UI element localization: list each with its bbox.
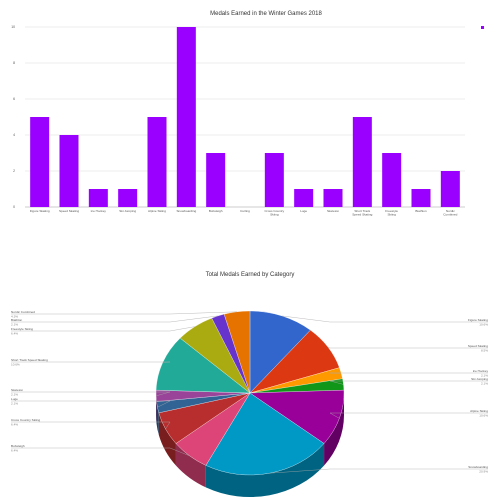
leader-line — [329, 380, 488, 385]
x-tick-label: Bobsleigh — [209, 209, 223, 213]
pie-slice-label: Figure Skating — [468, 318, 488, 322]
pie-slice-label: Speed Skating — [468, 344, 488, 348]
x-tick-label: Alpine Skiing — [148, 209, 166, 213]
pie-chart-title: Total Medals Earned by Category — [206, 272, 295, 278]
x-tick-label: Luge — [300, 209, 307, 213]
pie-slice-percent: 2.1% — [11, 392, 18, 396]
bar — [294, 189, 314, 207]
bar — [352, 117, 372, 207]
x-tick-label: Skiing — [270, 213, 279, 217]
x-tick-label: Curling — [240, 209, 250, 213]
pie-slice-percent: 4.3% — [11, 314, 18, 318]
pie-slice-label: Alpine Skiing — [470, 409, 488, 413]
x-axis-labels: Figure Skating Speed Skating Ice Hockey Ski… — [30, 209, 458, 217]
pie-slice-label: Bobsleigh — [11, 444, 25, 448]
bar — [118, 189, 138, 207]
pie-slice-side — [205, 443, 325, 497]
y-axis-ticks: 0 2 4 6 8 10 — [11, 25, 15, 209]
leader-line — [11, 315, 218, 323]
leader-line — [11, 311, 237, 315]
pie-slice-percent: 10.6% — [479, 413, 488, 417]
pie-slice — [249, 310, 311, 394]
pie-slice-percent: 2.1% — [11, 401, 18, 405]
bar — [264, 153, 284, 207]
bar — [411, 189, 431, 207]
y-tick-label: 4 — [13, 133, 15, 137]
x-tick-label: Snowboarding — [176, 209, 196, 213]
pie-depth — [156, 393, 344, 497]
bar — [176, 27, 196, 207]
bar — [382, 153, 402, 207]
pie-slice-label: Luge — [11, 397, 18, 401]
pie-slice-label: Snowboarding — [468, 465, 488, 469]
pie-slice-percent: 20.9% — [479, 469, 488, 473]
leader-line — [327, 346, 488, 349]
pie-slice-percent: 6.4% — [11, 448, 18, 452]
bars — [30, 27, 460, 207]
bar — [440, 171, 460, 207]
x-tick-label: Speed Skating — [59, 209, 79, 213]
y-tick-label: 0 — [13, 205, 15, 209]
pie-slice-percent: 8.5% — [481, 348, 488, 352]
x-tick-label: Freestyle — [385, 209, 398, 213]
bar — [59, 135, 79, 207]
pie-slice-label: Freestyle Skiing — [11, 327, 33, 331]
y-tick-label: 6 — [13, 97, 15, 101]
pie-slice-percent: 6.4% — [11, 331, 18, 335]
pie-slice-label: Skeleton — [11, 388, 23, 392]
x-tick-label: Skeleton — [327, 209, 339, 213]
pie-slice-side — [158, 412, 176, 466]
x-tick-label: Ski Jumping — [119, 209, 136, 213]
pie-slice-side — [156, 401, 159, 435]
pie-slice-side — [175, 443, 206, 488]
pie-slice-percent: 10.6% — [479, 322, 488, 326]
pie-slice-label: Ice Hockey — [473, 369, 489, 373]
x-tick-label: Skiing — [387, 213, 396, 217]
x-tick-label: Combined — [443, 213, 457, 217]
pie-slice-label: Short Track Speed Skating — [11, 358, 48, 362]
x-tick-label: Ice Hockey — [91, 209, 107, 213]
x-tick-label: Short Track — [354, 209, 370, 213]
pie-slice-label: Cross Country Skiing — [11, 418, 40, 422]
leader-line — [11, 400, 171, 408]
leader-line — [329, 412, 488, 419]
pie-slice-percent: 2.1% — [481, 373, 488, 377]
pie-slice-percent: 2.1% — [11, 322, 18, 326]
pie-slice-label: Biathlon — [11, 318, 22, 322]
leader-line — [269, 468, 488, 474]
leader-line — [11, 326, 195, 332]
pie-slice — [205, 392, 325, 476]
leader-line — [11, 421, 171, 430]
leader-line — [11, 447, 190, 457]
pie-slices — [155, 310, 345, 476]
bar — [30, 117, 50, 207]
x-tick-label: Speed Skating — [352, 213, 372, 217]
leader-line — [11, 391, 171, 397]
bar-chart-title: Medals Earned in the Winter Games 2018 — [210, 11, 322, 17]
y-tick-label: 2 — [13, 169, 15, 173]
pie-slice-percent: 2.1% — [481, 381, 488, 385]
bar — [147, 117, 167, 207]
pie-slice-side — [324, 393, 344, 466]
pie-slice-label: Nordic Combined — [11, 310, 35, 314]
x-tick-label: Nordic — [446, 209, 455, 213]
bar — [323, 189, 343, 207]
x-tick-label: Figure Skating — [30, 209, 50, 213]
y-tick-label: 8 — [13, 61, 15, 65]
y-tick-label: 10 — [11, 25, 15, 29]
leader-line — [282, 315, 488, 323]
pie-slice-label: Ski Jumping — [471, 377, 488, 381]
x-tick-label: Biathlon — [415, 209, 426, 213]
legend-swatch — [481, 26, 484, 29]
x-tick-label: Cross Country — [264, 209, 284, 213]
pie-slice-percent: 10.6% — [11, 362, 20, 366]
bar-chart: Medals Earned in the Winter Games 2018 0… — [11, 11, 484, 217]
bar — [206, 153, 226, 207]
pie-slice-percent: 6.4% — [11, 422, 18, 426]
bar — [88, 189, 108, 207]
